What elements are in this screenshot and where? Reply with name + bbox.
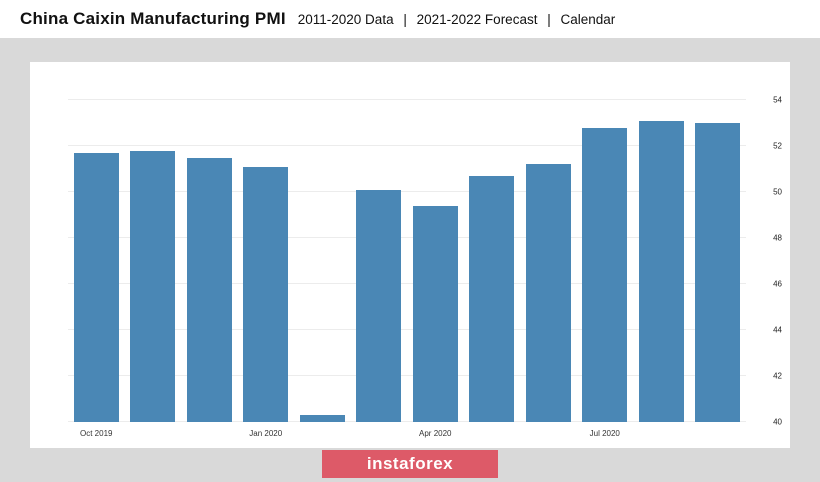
- gridline: [68, 237, 746, 238]
- x-axis-tick-label: Jan 2020: [249, 429, 283, 438]
- gridline: [68, 375, 746, 376]
- bar-slot: [633, 100, 690, 422]
- bar-slot: Oct 2019: [68, 100, 125, 438]
- bar-dec-2019: [186, 157, 232, 422]
- bar-slot: [351, 100, 408, 422]
- header-links: 2011-2020 Data | 2021-2022 Forecast | Ca…: [298, 12, 616, 27]
- bar-aug-2020: [638, 120, 684, 422]
- gridline: [68, 191, 746, 192]
- bar-jul-2020: [582, 127, 628, 422]
- bar-slot: Jan 2020: [238, 100, 295, 438]
- y-axis-tick-label: 46: [773, 279, 782, 289]
- bar-feb-2020: [299, 415, 345, 422]
- bar-may-2020: [469, 175, 515, 422]
- bar-slot: Apr 2020: [407, 100, 464, 438]
- gridline: [68, 145, 746, 146]
- bars: Oct 2019 Jan 2020 Apr 2020 Jul 2020: [68, 100, 747, 438]
- gridline: [68, 329, 746, 330]
- y-axis-tick-label: 54: [773, 95, 782, 105]
- bar-slot: [520, 100, 577, 422]
- x-axis-tick-label: Apr 2020: [419, 429, 452, 438]
- header: China Caixin Manufacturing PMI 2011-2020…: [0, 0, 820, 38]
- y-axis-tick-label: 42: [773, 371, 782, 381]
- y-axis-tick-label: 52: [773, 141, 782, 151]
- page-title: China Caixin Manufacturing PMI: [20, 9, 286, 28]
- bar-jan-2020: [243, 166, 289, 422]
- link-separator: |: [403, 11, 407, 27]
- bar-sep-2020: [695, 123, 741, 422]
- plot-area: Oct 2019 Jan 2020 Apr 2020 Jul 2020 40 42 44 4…: [68, 96, 782, 438]
- pmi-bar-chart: Oct 2019 Jan 2020 Apr 2020 Jul 2020 40 42 44 4…: [30, 62, 790, 448]
- y-axis-tick-label: 40: [773, 417, 782, 427]
- bar-nov-2019: [130, 150, 176, 422]
- bar-oct-2019: [73, 152, 119, 422]
- gridline: [68, 99, 746, 100]
- bar-slot: [181, 100, 238, 422]
- bar-slot: [464, 100, 521, 422]
- bar-jun-2020: [525, 164, 571, 422]
- y-axis-tick-label: 48: [773, 233, 782, 243]
- link-separator: |: [547, 11, 551, 27]
- link-calendar[interactable]: Calendar: [560, 11, 616, 27]
- x-axis-tick-label: Jul 2020: [589, 429, 620, 438]
- y-axis-tick-label: 50: [773, 187, 782, 197]
- gridline: [68, 283, 746, 284]
- bar-mar-2020: [356, 189, 402, 422]
- link-historical-data[interactable]: 2011-2020 Data: [297, 11, 394, 27]
- x-axis-tick-label: Oct 2019: [80, 429, 113, 438]
- bar-slot: [294, 100, 351, 422]
- link-forecast[interactable]: 2021-2022 Forecast: [416, 11, 538, 27]
- bar-slot: [690, 100, 747, 422]
- instaforex-logo-button[interactable]: instaforex: [322, 450, 498, 478]
- gridline: [68, 421, 746, 422]
- y-axis-tick-label: 44: [773, 325, 782, 335]
- bar-apr-2020: [412, 205, 458, 422]
- bar-slot: Jul 2020: [577, 100, 634, 438]
- bar-slot: [125, 100, 182, 422]
